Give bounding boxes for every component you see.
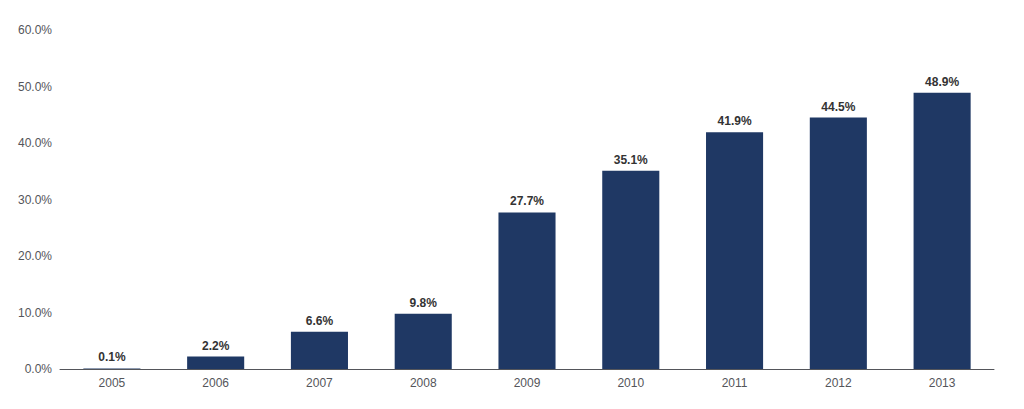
svg-text:44.5%: 44.5%: [821, 100, 855, 114]
svg-text:2008: 2008: [410, 376, 437, 390]
svg-text:0.1%: 0.1%: [98, 350, 126, 364]
svg-text:2006: 2006: [202, 376, 229, 390]
svg-text:9.8%: 9.8%: [410, 296, 438, 310]
svg-text:2005: 2005: [99, 376, 126, 390]
svg-text:41.9%: 41.9%: [718, 114, 752, 128]
svg-text:48.9%: 48.9%: [925, 75, 959, 89]
svg-text:6.6%: 6.6%: [306, 314, 334, 328]
svg-text:27.7%: 27.7%: [510, 194, 544, 208]
svg-text:2.2%: 2.2%: [202, 339, 230, 353]
svg-text:40.0%: 40.0%: [18, 136, 52, 150]
svg-text:2009: 2009: [514, 376, 541, 390]
svg-text:35.1%: 35.1%: [614, 153, 648, 167]
svg-text:2007: 2007: [306, 376, 333, 390]
svg-text:50.0%: 50.0%: [18, 80, 52, 94]
svg-text:2012: 2012: [825, 376, 852, 390]
svg-text:10.0%: 10.0%: [18, 306, 52, 320]
svg-text:2013: 2013: [929, 376, 956, 390]
svg-text:30.0%: 30.0%: [18, 193, 52, 207]
svg-text:20.0%: 20.0%: [18, 249, 52, 263]
svg-text:2011: 2011: [722, 376, 748, 390]
svg-text:2010: 2010: [617, 376, 644, 390]
svg-text:0.0%: 0.0%: [25, 362, 53, 376]
svg-text:60.0%: 60.0%: [18, 23, 52, 37]
